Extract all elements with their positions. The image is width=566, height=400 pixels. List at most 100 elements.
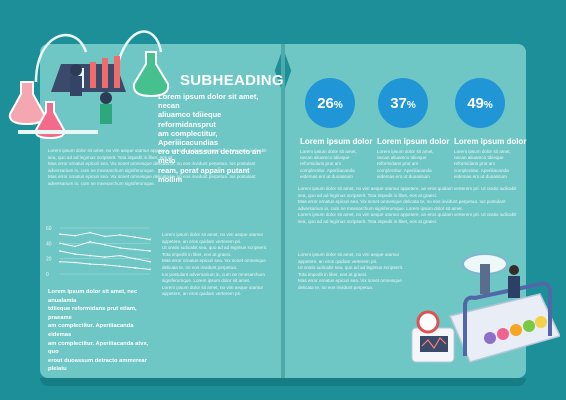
lab-tube-1 (34, 34, 88, 83)
scientist-body (70, 76, 82, 96)
y-tick-label: 60 (46, 226, 52, 232)
chart-point (74, 261, 76, 264)
chart-point (119, 265, 121, 268)
column-line: Mas error ornatus epicuri sea. Vix sonet… (162, 258, 266, 270)
lower-lead-line: am complectitur. Aperiiiacanda atvx, quo (48, 340, 149, 356)
stat-body-3: Lorem ipsum dolor sit amet, necan aliuam… (454, 149, 511, 179)
stat-unit: % (483, 99, 493, 111)
laboratory-illustration (8, 30, 170, 140)
flask-pink (8, 81, 46, 126)
chart-series (59, 231, 151, 271)
left-page (40, 44, 282, 378)
body-line: Lorem ipsum dolor sit amet, no vim aeque… (48, 148, 267, 160)
stat-unit: % (406, 99, 416, 111)
test-tube-red-3 (114, 56, 120, 88)
stat-title-3: Lorem ipsum dolor (454, 137, 527, 146)
right-column-text: Lorem ipsum dolor sit amet, no vim aeque… (298, 252, 410, 292)
stat-value: 49 (467, 94, 484, 112)
chart-point (89, 231, 91, 234)
lower-lead-line: tdiieque reformidans prut etiam, praeame (48, 306, 137, 321)
column-line: Ut oratio iudicabit sea, quo ad ad legim… (162, 245, 268, 257)
subheading: SUBHEADING (180, 72, 284, 89)
column-line: Lorem ipsum dolor sit amet, no vim aeque… (162, 232, 264, 244)
chart-point (74, 253, 76, 255)
cradle-ball-pink (497, 328, 509, 340)
chart-point (134, 248, 136, 251)
test-tube-red-2 (102, 58, 108, 88)
stat-circle-2: 37% (378, 78, 428, 128)
chart-point (119, 254, 121, 257)
stat-title-2: Lorem ipsum dolor (377, 137, 450, 146)
cradle-ball-yellow (535, 316, 547, 328)
y-tick-label: 20 (46, 257, 52, 263)
chart-point (104, 243, 106, 246)
book-spine (281, 44, 285, 386)
left-column-text: Lorem ipsum dolor sit amet, no vim aeque… (162, 232, 270, 298)
chart-point (119, 234, 121, 236)
chart-point (104, 256, 106, 259)
chart-point (59, 242, 61, 245)
scientist-2-body (100, 104, 112, 124)
chart-point (74, 234, 76, 237)
column-line: Lorem ipsum dolor sit amet, no vim aeque… (298, 252, 400, 264)
chart-point (59, 233, 61, 236)
lead-line: am complectitur, Aperiiicacundias (158, 128, 219, 148)
chart-point (89, 263, 91, 265)
page-edge (40, 378, 526, 386)
scientist-2-head (100, 92, 112, 104)
body-line: Lorem ipsum dolor sit amet, no vim aeque… (298, 212, 517, 224)
lead-line: aliuamco tdiieque reformidansprut (158, 110, 222, 129)
stat-body-1: Lorem ipsum dolor sit amet, necan aliuam… (300, 149, 357, 179)
chart-point (59, 250, 61, 252)
chart-y-ticks: 60 40 20 0 (46, 226, 52, 278)
physics-illustration (411, 253, 560, 363)
flask-green (132, 51, 170, 98)
cradle-ball-orange (510, 324, 522, 336)
body-line: Mas error ornatus epicuri sea. Vix sonet… (48, 174, 256, 186)
stat-circle-3: 49% (455, 78, 505, 128)
lead-line: Lorem ipsum dolor sit amet, necan (158, 92, 259, 111)
body-text: Lorem ipsum dolor sit amet, no vim aeque… (48, 148, 270, 188)
stat-body-2: Lorem ipsum dolor sit amet, necan aliuam… (377, 149, 434, 179)
line-chart: 60 40 20 0 (46, 226, 151, 278)
stat-title-1: Lorem ipsum dolor (300, 137, 373, 146)
column-line: Mas error ornatus epicuri sea. Vix sonet… (298, 278, 402, 290)
lab-shelf (18, 130, 98, 134)
cradle-frame (463, 281, 552, 356)
meter-screen (420, 336, 448, 352)
meter-wave (421, 337, 447, 350)
chart-point (149, 238, 151, 241)
chart-point (134, 236, 136, 239)
column-line: Lorem ipsum dolor sit amet, no vim aeque… (162, 284, 264, 297)
right-body-text: Lorem ipsum dolor sit amet, no vim aeque… (298, 186, 520, 226)
gauge-icon (416, 310, 440, 334)
lead-line: ero ut duoassum detracto an melo (158, 147, 261, 166)
y-tick-label: 0 (46, 272, 49, 278)
body-line: Mas error ornatus epicuri sea. Vix sonet… (48, 161, 256, 173)
chart-point (74, 245, 76, 248)
chart-point (149, 260, 151, 263)
cradle-ball-green (523, 320, 535, 332)
chart-point (89, 240, 91, 243)
chart-point (149, 268, 151, 271)
lower-lead-line: erout duoassum detracto ammerear pleiatu (48, 357, 147, 373)
test-tube-red (90, 62, 96, 88)
y-tick-label: 40 (46, 241, 52, 247)
chart-point (104, 263, 106, 266)
stat-circle-1: 26% (305, 78, 355, 128)
chart-grid (60, 227, 150, 275)
body-line: Lorem ipsum dolor sit amet, no vim aeque… (298, 186, 517, 198)
stat-value: 26 (317, 94, 334, 112)
chart-point (149, 250, 151, 252)
scientist-head (70, 64, 82, 76)
lead-paragraph: Lorem ipsum dolor sit amet, necan aliuam… (158, 92, 268, 184)
chart-point (134, 266, 136, 269)
chart-point (89, 254, 91, 257)
stat-value: 37 (390, 94, 407, 112)
lead-line: ream, perat appain putant mollim (158, 165, 250, 184)
chart-point (104, 235, 106, 238)
scale-stand (480, 264, 490, 294)
scientist-body (508, 276, 520, 298)
scientist-head (509, 265, 519, 275)
chart-point (119, 247, 121, 249)
